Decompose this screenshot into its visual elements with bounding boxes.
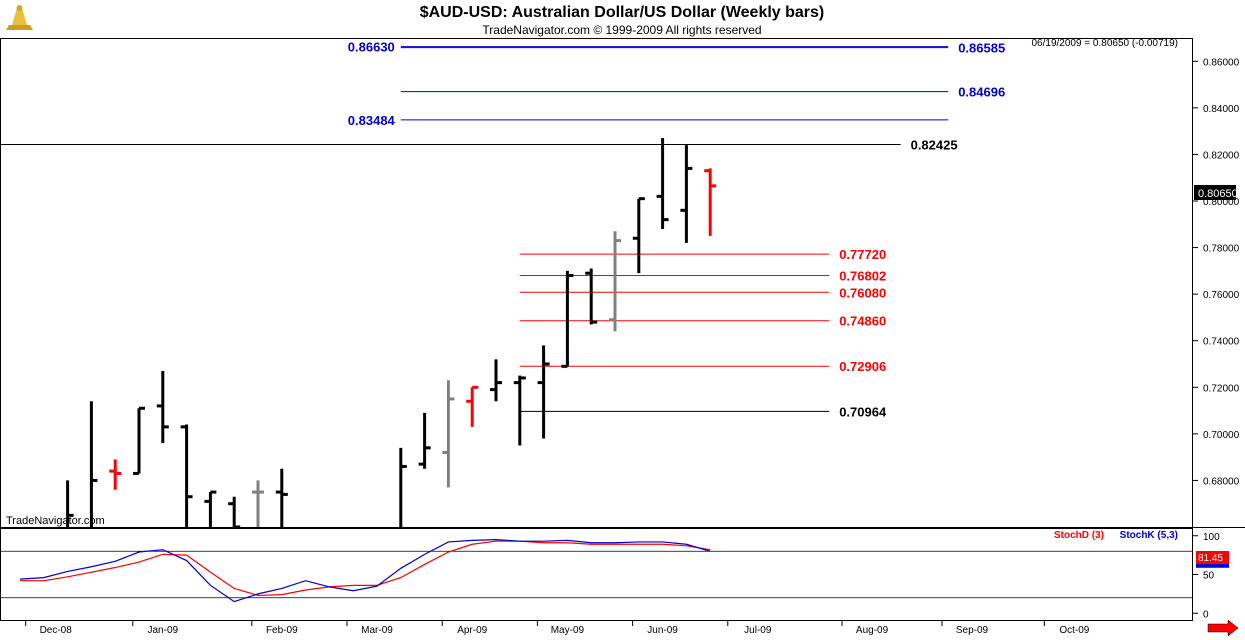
ohlc-bar	[656, 138, 669, 229]
time-tick-label: Apr-09	[457, 625, 487, 636]
ohlc-bar	[680, 145, 693, 243]
price-tick-label: 0.70000	[1203, 430, 1240, 441]
fib-level-label: 0.84696	[958, 85, 1005, 100]
fib-level-label: 0.86585	[958, 41, 1005, 56]
price-tick-label: 0.76000	[1203, 290, 1240, 301]
scroll-right-arrow-icon[interactable]	[1207, 619, 1239, 637]
time-tick-label: Dec-08	[40, 625, 73, 636]
logo	[6, 5, 33, 30]
ohlc-bars	[66, 138, 717, 527]
last-bar-info: 06/19/2009 = 0.80650 (-0.00719)	[1031, 38, 1178, 49]
price-tick-label: 0.80000	[1203, 197, 1240, 208]
chart-title: $AUD-USD: Australian Dollar/US Dollar (W…	[420, 4, 825, 21]
time-tick-label: Jul-09	[744, 625, 772, 636]
time-tick-label: Oct-09	[1059, 625, 1089, 636]
ohlc-bar	[399, 447, 407, 527]
stochD-legend: StochD (3)	[1054, 530, 1104, 541]
time-axis: Dec-08 Jan-09 Feb-09 Mar-09 Apr-09 May-09 Jun-…	[25, 621, 1090, 636]
time-tick-label: Jan-09	[148, 625, 179, 636]
ohlc-bar	[609, 231, 621, 332]
chart-subtitle: TradeNavigator.com © 1999-2009 All right…	[482, 23, 761, 37]
stoch-tick-label: 50	[1203, 571, 1215, 582]
fib-level-label: 0.74860	[839, 314, 886, 329]
stochK-legend: StochK (5,3)	[1120, 530, 1178, 541]
stoch-y-axis: 0 50 100	[0, 532, 1220, 620]
price-tick-label: 0.74000	[1203, 337, 1240, 348]
stoch-tick-label: 0	[1203, 609, 1209, 620]
price-tick-label: 0.78000	[1203, 244, 1240, 255]
fib-level-label: 0.82425	[911, 138, 958, 153]
stoch-series-line	[19, 539, 711, 603]
ohlc-bar	[490, 359, 502, 402]
fib-level-label: 0.77720	[839, 247, 886, 262]
time-tick-label: Sep-09	[956, 625, 989, 636]
ohlc-bar	[585, 268, 598, 325]
time-tick-label: Mar-09	[361, 625, 393, 636]
price-tick-label: 0.84000	[1203, 104, 1240, 115]
fib-level-label: 0.76080	[839, 285, 886, 300]
fib-level-label: 0.72906	[839, 359, 886, 374]
ohlc-bar	[180, 424, 193, 527]
price-tick-label: 0.68000	[1203, 476, 1240, 487]
ohlc-bar	[632, 197, 645, 274]
ohlc-bar	[466, 385, 479, 427]
ohlc-bar	[537, 345, 550, 439]
stoch-panel: 0 50 100	[0, 528, 1220, 621]
fib-levels: 0.86630 0.86585 0.84696 0.83484 0.82425 0.777…	[0, 40, 1005, 419]
stoch-series-line	[20, 540, 711, 597]
ohlc-bar	[513, 375, 526, 446]
price-tick-label: 0.72000	[1203, 383, 1240, 394]
bars-group	[66, 138, 717, 527]
stoch-flag-label: 81.45	[1198, 553, 1223, 564]
ohlc-bar	[704, 168, 717, 236]
ohlc-bar	[561, 270, 574, 368]
time-tick-label: Jun-09	[647, 625, 678, 636]
stoch-tick-label: 100	[1203, 532, 1220, 543]
watermark: TradeNavigator.com	[6, 515, 105, 527]
price-panel: 0.68000 0.70000 0.72000 0.74000 0.76000 0.780…	[0, 38, 1245, 528]
ohlc-bar	[228, 496, 241, 527]
ohlc-bar	[204, 490, 217, 527]
price-y-axis: 0.68000 0.70000 0.72000 0.74000 0.76000 0.780…	[1192, 57, 1240, 487]
ohlc-bar	[156, 370, 169, 444]
stoch-lines	[19, 539, 711, 603]
price-flag-label: 0.80650	[1198, 188, 1238, 200]
fib-level-label: 0.70964	[839, 404, 887, 419]
price-tick-label: 0.86000	[1203, 57, 1240, 68]
fib-level-label: 0.83484	[348, 113, 396, 128]
ohlc-bar	[442, 380, 455, 488]
time-tick-label: Feb-09	[266, 625, 298, 636]
time-tick-label: Aug-09	[856, 625, 889, 636]
ohlc-bar	[275, 468, 288, 527]
fib-level-label: 0.86630	[348, 40, 395, 55]
time-tick-label: May-09	[551, 625, 585, 636]
ohlc-bar	[66, 480, 74, 527]
price-tick-label: 0.82000	[1203, 150, 1240, 161]
price-flag: 0.80650	[1194, 185, 1238, 200]
ohlc-bar	[109, 459, 122, 490]
ohlc-bar	[89, 401, 98, 527]
ohlc-bar	[418, 412, 431, 469]
ohlc-bar	[252, 480, 264, 527]
stoch-flag: 81.45	[1196, 551, 1229, 568]
fib-level-label: 0.76802	[839, 268, 886, 283]
ohlc-bar	[133, 406, 145, 475]
